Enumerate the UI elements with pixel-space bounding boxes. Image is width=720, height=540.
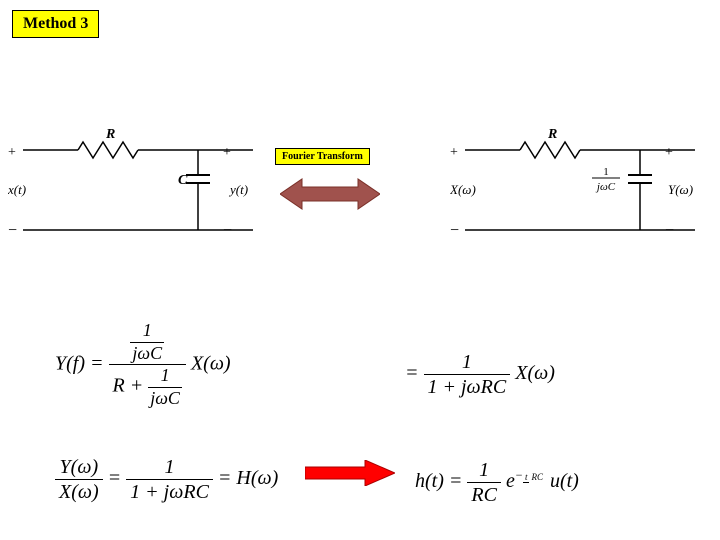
circuit-left-svg: R C + − + − x(t) y(t): [8, 120, 268, 260]
method-title-text: Method 3: [23, 15, 88, 32]
eq4-exponent: −tRC: [515, 468, 545, 482]
eq1-big-frac: 1 jωC R + 1 jωC: [109, 320, 186, 409]
red-arrow-svg: [305, 460, 395, 486]
svg-text:1: 1: [603, 166, 609, 178]
svg-text:+: +: [223, 145, 231, 160]
eq4-exp-den: RC: [529, 472, 545, 482]
eq3-eq: =: [108, 467, 122, 489]
equation-impulse-response: h(t) = 1 RC e−tRC u(t): [415, 458, 579, 507]
eq4-u: u(t): [550, 470, 579, 492]
eq2-frac: 1 1 + jωRC: [424, 350, 511, 399]
eq3-frac: 1 1 + jωRC: [126, 455, 213, 504]
eq1-num-1: 1: [130, 320, 164, 343]
eq3-H: = H(ω): [218, 467, 278, 489]
time-domain-circuit: R C + − + − x(t) y(t): [8, 120, 268, 260]
bidirectional-arrow: [280, 176, 380, 212]
eq1-num-jwc: jωC: [130, 343, 164, 365]
equation-voltage-divider: Y(f) = 1 jωC R + 1 jωC X(ω): [55, 320, 231, 409]
svg-text:y(t): y(t): [228, 182, 248, 197]
fourier-transform-label: Fourier Transform: [275, 148, 370, 165]
frequency-domain-circuit: R 1 jωC + − + − X(ω) Y(ω): [450, 120, 710, 260]
method-title-box: Method 3: [12, 10, 99, 38]
eq4-e: e: [506, 470, 515, 492]
svg-text:−: −: [223, 222, 232, 239]
svg-text:X(ω): X(ω): [450, 182, 476, 197]
eq1-Xw: X(ω): [191, 352, 231, 374]
svg-text:+: +: [8, 145, 16, 160]
eq1-den-1: 1: [148, 365, 182, 388]
eq2-num: 1: [424, 350, 511, 375]
eq4-frac: 1 RC: [467, 458, 501, 507]
eq3-lhs-frac: Y(ω) X(ω): [55, 455, 103, 504]
eq4-h: h(t) =: [415, 470, 462, 492]
equation-simplified: = 1 1 + jωRC X(ω): [405, 350, 555, 399]
eq1-den-jwc: jωC: [148, 388, 182, 410]
eq3-Y: Y(ω): [55, 455, 103, 480]
svg-text:x(t): x(t): [8, 182, 26, 197]
bi-arrow-svg: [280, 176, 380, 212]
eq1-R: R +: [113, 375, 144, 397]
eq4-den: RC: [467, 483, 501, 507]
eq2-den: 1 + jωRC: [424, 375, 511, 399]
eq2-Xw: X(ω): [515, 362, 555, 384]
circuit-right-svg: R 1 jωC + − + − X(ω) Y(ω): [450, 120, 710, 260]
eq3-X: X(ω): [55, 480, 103, 504]
eq4-num: 1: [467, 458, 501, 483]
svg-text:+: +: [665, 145, 673, 160]
svg-text:jωC: jωC: [595, 181, 616, 193]
svg-text:−: −: [8, 222, 17, 239]
eq3-num: 1: [126, 455, 213, 480]
ft-text: Fourier Transform: [282, 151, 363, 162]
eq2-eq: =: [405, 362, 419, 384]
svg-text:R: R: [547, 127, 557, 142]
svg-text:Y(ω): Y(ω): [668, 182, 693, 197]
eq3-den: 1 + jωRC: [126, 480, 213, 504]
result-arrow: [305, 460, 395, 486]
svg-text:C: C: [178, 173, 188, 188]
equation-transfer-function: Y(ω) X(ω) = 1 1 + jωRC = H(ω): [55, 455, 278, 504]
svg-text:R: R: [105, 127, 115, 142]
svg-text:−: −: [450, 222, 459, 239]
eq1-lhs: Y(f) =: [55, 352, 104, 374]
svg-text:−: −: [665, 222, 674, 239]
svg-text:+: +: [450, 145, 458, 160]
